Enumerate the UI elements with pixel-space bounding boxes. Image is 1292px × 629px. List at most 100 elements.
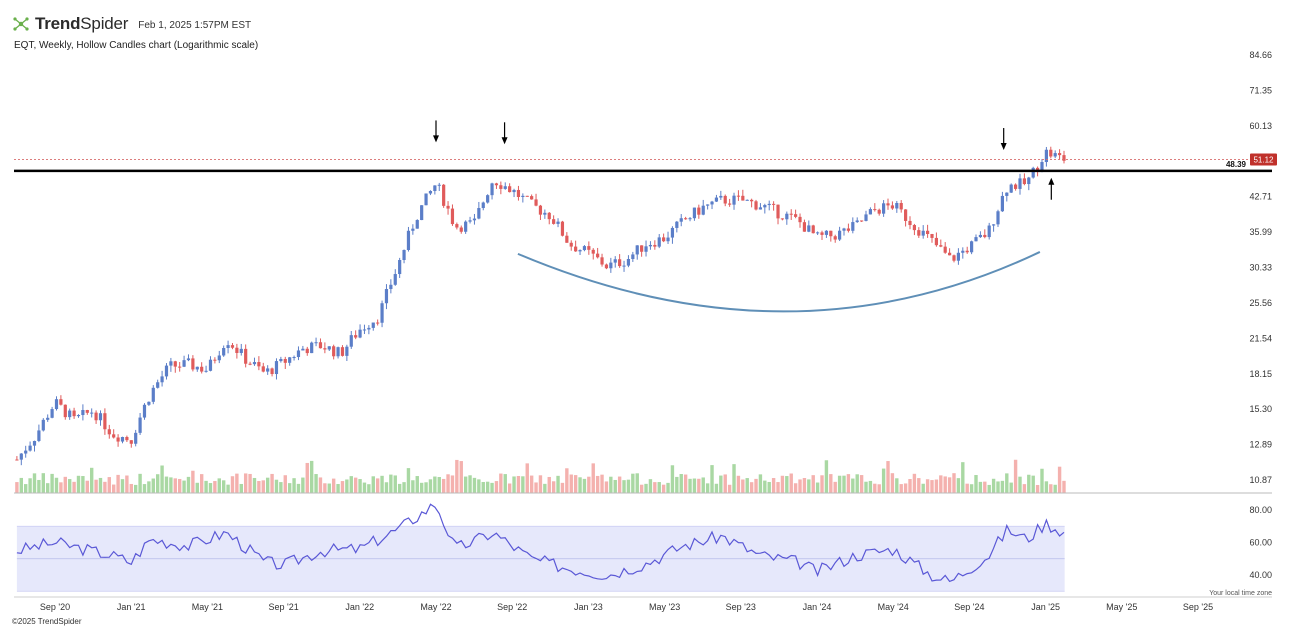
volume-bar: [785, 476, 789, 493]
candle-body: [494, 183, 499, 186]
x-tick-label: Sep '21: [268, 602, 298, 612]
candle-body: [1035, 167, 1040, 171]
timezone-note: Your local time zone: [1209, 590, 1272, 597]
candle-body: [569, 242, 573, 247]
candle-body: [160, 376, 164, 383]
volume-bar: [609, 476, 613, 493]
volume-bar: [776, 482, 780, 493]
volume-bar: [846, 474, 851, 493]
volume-bar: [63, 476, 67, 493]
candle-body: [486, 195, 490, 203]
volume-bar: [521, 476, 525, 493]
chart-header: TrendSpider Feb 1, 2025 1:57PM EST: [12, 10, 251, 38]
volume-bar: [182, 480, 186, 493]
candle-body: [794, 214, 798, 217]
candle-body: [28, 445, 32, 451]
candle-body: [41, 419, 45, 431]
volume-bar: [613, 479, 617, 493]
candle-body: [908, 220, 912, 226]
volume-bar: [1013, 459, 1018, 493]
candle-body: [741, 195, 745, 201]
volume-bar: [534, 482, 538, 493]
y-tick-label: 15.30: [1249, 404, 1272, 414]
volume-bar: [653, 482, 657, 493]
volume-bar: [353, 477, 358, 493]
candle-body: [578, 250, 582, 252]
candle-body: [98, 413, 103, 421]
volume-bar: [873, 483, 877, 493]
candle-body: [1009, 184, 1013, 193]
volume-bar: [811, 475, 815, 493]
candle-body: [670, 227, 675, 238]
volume-bar: [890, 473, 895, 493]
volume-bar: [177, 478, 182, 493]
volume-bar: [336, 484, 340, 493]
candle-body: [472, 218, 477, 221]
candle-body: [802, 222, 807, 232]
volume-bar: [279, 482, 283, 493]
volume-bar: [679, 474, 683, 493]
volume-bar: [604, 481, 609, 493]
volume-bar: [991, 478, 996, 493]
volume-bar: [459, 461, 463, 493]
volume-bar: [195, 482, 199, 493]
volume-bar: [1018, 476, 1022, 493]
rsi-tick-label: 80.00: [1249, 505, 1272, 515]
volume-bar: [1009, 482, 1013, 493]
volume-bar: [67, 479, 72, 493]
x-tick-label: May '22: [420, 602, 451, 612]
volume-bar: [173, 478, 177, 493]
volume-bar: [631, 473, 635, 493]
candle-body: [442, 184, 446, 206]
volume-bar: [406, 468, 411, 493]
candle-body: [283, 358, 287, 363]
volume-bar: [881, 468, 886, 493]
x-tick-label: May '25: [1106, 602, 1137, 612]
volume-bar: [617, 476, 622, 493]
volume-bar: [455, 459, 459, 493]
candle-body: [138, 417, 142, 433]
candle-body: [477, 208, 481, 219]
volume-bar: [723, 474, 727, 493]
candle-body: [125, 437, 129, 441]
volume-bar: [23, 484, 28, 493]
volume-bar: [375, 478, 380, 493]
candle-body: [868, 209, 873, 215]
volume-bar: [155, 474, 160, 493]
arrow-up-jan25-head: [1048, 177, 1055, 185]
volume-bar: [380, 475, 384, 493]
candle-body: [336, 347, 340, 357]
candle-body: [934, 237, 939, 246]
candle-body: [464, 221, 468, 232]
volume-bar: [626, 479, 631, 493]
candle-body: [604, 264, 609, 269]
candle-body: [468, 220, 472, 222]
candle-body: [85, 410, 89, 413]
volume-bar: [763, 480, 767, 493]
candle-body: [675, 221, 679, 228]
candle-body: [565, 235, 569, 243]
candle-body: [376, 322, 380, 324]
candle-body: [653, 244, 657, 247]
y-tick-label: 71.35: [1249, 85, 1272, 95]
volume-bar: [296, 483, 301, 493]
volume-bar: [974, 475, 978, 493]
volume-bar: [243, 473, 248, 493]
candle-body: [842, 228, 846, 231]
volume-bar: [270, 473, 274, 493]
y-tick-label: 84.66: [1249, 50, 1272, 60]
volume-bar: [221, 480, 226, 493]
volume-bar: [309, 460, 314, 493]
candle-body: [200, 366, 204, 372]
candle-body: [147, 401, 151, 405]
volume-bar: [340, 481, 345, 493]
candle-body: [54, 399, 59, 410]
candle-body: [288, 357, 292, 363]
candle-body: [591, 249, 595, 254]
volume-bar: [793, 483, 798, 493]
x-tick-label: Jan '23: [574, 602, 603, 612]
volume-bar: [411, 480, 415, 493]
x-tick-label: Sep '23: [726, 602, 756, 612]
candle-body: [538, 205, 543, 215]
